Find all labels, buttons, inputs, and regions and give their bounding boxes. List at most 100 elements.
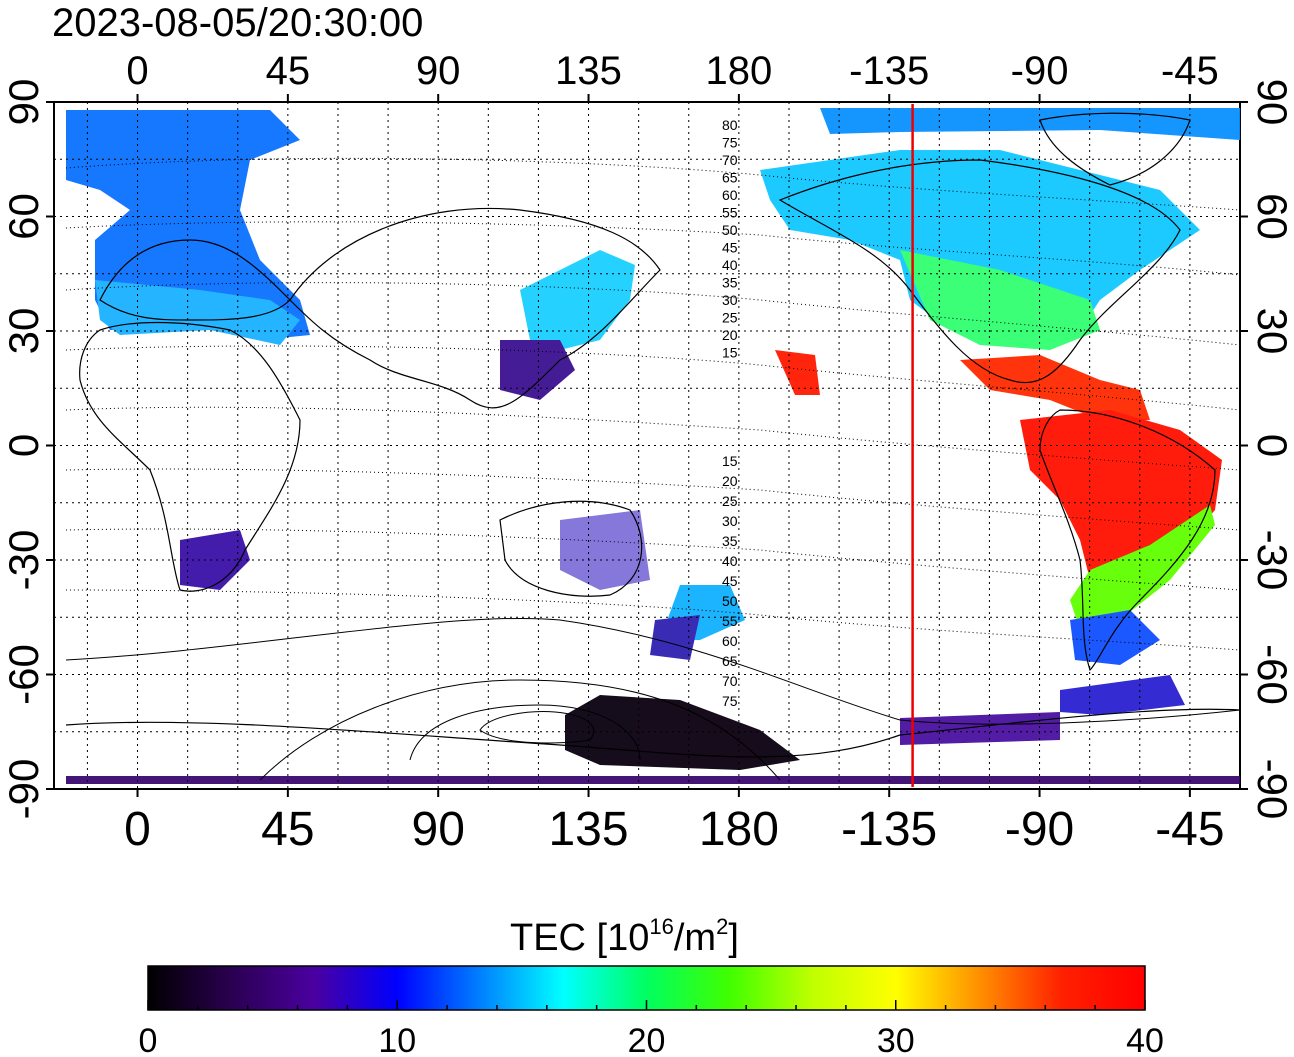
x-tick-label-bottom: 180 — [699, 803, 779, 856]
tec-antarctic-ring — [66, 776, 1240, 784]
contour-label: 65 — [722, 170, 738, 186]
tec-southern-africa — [180, 530, 250, 590]
colorbar-tick-labels: 0 10 20 30 40 — [139, 1022, 1164, 1057]
tec-south-pacific — [900, 712, 1060, 745]
colorbar-ticks — [147, 1000, 1146, 1010]
contour-label: 30 — [722, 292, 738, 308]
coast-north-america — [778, 159, 1181, 384]
y-tick-label-left: -60 — [0, 644, 47, 705]
coast-antarctica — [65, 708, 1240, 758]
contour-label: 35 — [722, 275, 738, 291]
tec-north-america-mid — [900, 250, 1100, 350]
y-tick-labels-right: 90 60 30 0 -30 -60 -90 — [1249, 79, 1294, 820]
contour-label: 70 — [722, 673, 738, 689]
tec-antarctic-peninsula — [1060, 675, 1185, 715]
tec-antarctica-dark — [565, 695, 800, 770]
contour-label: 65 — [722, 653, 738, 669]
tec-patches — [66, 108, 1240, 784]
x-tick-label-top: 45 — [266, 49, 311, 93]
y-tick-label-left: 60 — [0, 193, 47, 240]
frame-ticks — [46, 94, 1248, 797]
coast-south-america — [1039, 409, 1216, 672]
tec-australia-east — [560, 510, 650, 590]
x-tick-label-bottom: 0 — [124, 803, 151, 856]
contour-label: 45 — [722, 573, 738, 589]
colorbar-tick-label: 30 — [877, 1022, 915, 1057]
coast-asia — [289, 207, 661, 409]
tec-central-america — [960, 355, 1150, 420]
y-tick-label-right: 30 — [1249, 308, 1294, 355]
x-tick-label-bottom: -45 — [1155, 803, 1224, 856]
contour-label: 25 — [722, 310, 738, 326]
contour-label: 20 — [722, 473, 738, 489]
tec-nz-south — [650, 615, 700, 660]
contour-label: 50 — [722, 593, 738, 609]
contour-label: 40 — [722, 257, 738, 273]
contour-label: 25 — [722, 493, 738, 509]
y-tick-label-right: -60 — [1249, 644, 1294, 705]
x-tick-label-top: -135 — [849, 49, 929, 93]
x-tick-label-bottom: -135 — [841, 803, 937, 856]
y-tick-label-left: -30 — [0, 530, 47, 591]
contour-label: 15 — [722, 453, 738, 469]
coastlines — [65, 112, 1240, 758]
contour-label: 55 — [722, 205, 738, 221]
colorbar-tick-label: 40 — [1126, 1022, 1164, 1057]
y-tick-label-right: -30 — [1249, 530, 1294, 591]
contour-label: 80 — [722, 117, 738, 133]
tec-europe-south — [95, 280, 300, 345]
x-tick-label-top: -90 — [1011, 49, 1069, 93]
tec-east-asia-south — [500, 340, 575, 400]
contour-label: 75 — [722, 135, 738, 151]
timestamp-title: 2023-08-05/20:30:00 — [52, 1, 423, 45]
contour-label: 45 — [722, 240, 738, 256]
colorbar-tick-label: 20 — [628, 1022, 666, 1057]
contour-label: 60 — [722, 633, 738, 649]
contour-label: 55 — [722, 613, 738, 629]
tec-south-america-band — [1070, 505, 1215, 630]
x-tick-label-top: 90 — [416, 49, 461, 93]
x-tick-labels-top: 0 45 90 135 180 -135 -90 -45 — [126, 49, 1218, 93]
x-tick-label-bottom: 90 — [412, 803, 465, 856]
contour-label: 70 — [722, 152, 738, 168]
tec-east-asia — [520, 250, 635, 350]
tec-hawaii — [775, 350, 820, 395]
contour-label: 15 — [722, 345, 738, 361]
x-tick-label-bottom: 45 — [261, 803, 314, 856]
tec-arctic-strip — [820, 108, 1240, 140]
x-tick-label-bottom: 135 — [548, 803, 628, 856]
colorbar-tick-label: 10 — [378, 1022, 416, 1057]
contour-labels-south: 15 20 25 30 35 40 45 50 55 60 65 70 75 — [722, 453, 738, 709]
tec-patagonia — [1070, 610, 1160, 665]
y-tick-label-right: 90 — [1249, 79, 1294, 126]
y-tick-labels-left: 90 60 30 0 -30 -60 -90 — [0, 79, 47, 820]
coast-africa — [79, 321, 301, 592]
x-tick-label-top: 180 — [705, 49, 772, 93]
colorbar-title: TEC [1016/m2] — [510, 914, 739, 959]
x-tick-label-top: 135 — [555, 49, 622, 93]
magnetic-contours — [65, 157, 1240, 781]
x-tick-labels-bottom: 0 45 90 135 180 -135 -90 -45 — [124, 803, 1224, 856]
contour-label: 35 — [722, 533, 738, 549]
x-tick-label-top: 0 — [126, 49, 148, 93]
y-tick-label-left: 0 — [0, 434, 47, 457]
coast-greenland — [1039, 112, 1191, 186]
contour-label: 20 — [722, 327, 738, 343]
y-tick-label-left: 30 — [0, 308, 47, 355]
y-tick-label-right: 60 — [1249, 193, 1294, 240]
graticule — [54, 102, 1240, 789]
colorbar-tick-label: 0 — [139, 1022, 158, 1057]
x-tick-label-bottom: -90 — [1005, 803, 1074, 856]
y-tick-label-right: 0 — [1249, 434, 1294, 457]
tec-north-atlantic-europe — [66, 110, 310, 340]
x-tick-label-top: -45 — [1161, 49, 1219, 93]
tec-north-america — [760, 150, 1200, 340]
y-tick-label-left: 90 — [0, 79, 47, 126]
contour-label: 30 — [722, 513, 738, 529]
coast-australia — [499, 500, 643, 597]
contour-label: 50 — [722, 222, 738, 238]
y-tick-label-right: -90 — [1249, 759, 1294, 820]
